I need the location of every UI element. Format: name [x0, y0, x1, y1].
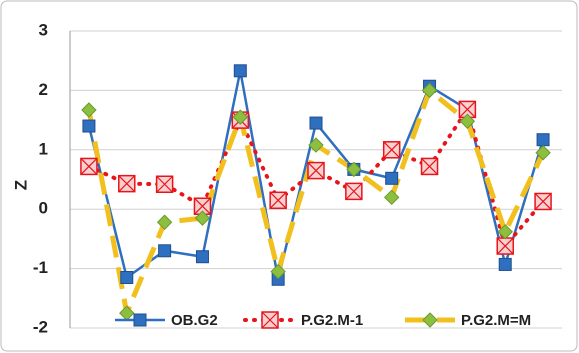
marker [232, 109, 249, 125]
y-tick-label: 0 [39, 199, 48, 218]
marker [82, 119, 96, 133]
marker-cross [307, 162, 325, 180]
marker [382, 141, 401, 159]
y-tick-label: 2 [39, 80, 48, 99]
marker [309, 116, 323, 130]
marker [385, 171, 399, 185]
marker [195, 250, 209, 264]
y-tick-label: 3 [39, 20, 48, 39]
legend-label: OB.G2 [171, 312, 218, 329]
y-axis-label: Z [11, 180, 30, 190]
marker [80, 157, 98, 176]
marker [270, 263, 286, 280]
legend-marker [261, 311, 279, 329]
marker [345, 182, 363, 201]
marker [81, 102, 97, 118]
marker [269, 191, 287, 210]
marker [535, 145, 551, 161]
marker [497, 224, 513, 240]
marker-cross [534, 193, 552, 210]
marker [156, 214, 173, 230]
marker-cross [383, 141, 401, 159]
marker [120, 271, 134, 285]
marker [158, 244, 172, 258]
marker [307, 161, 325, 180]
legend-label: P.G2.M=M [461, 312, 531, 329]
marker [233, 64, 247, 78]
marker-cross [496, 237, 514, 255]
marker-cross [156, 175, 174, 193]
marker [420, 157, 439, 176]
marker [155, 175, 174, 194]
marker [308, 137, 324, 153]
marker [383, 189, 400, 206]
marker [534, 192, 552, 211]
marker-cross [118, 175, 136, 193]
marker [421, 82, 438, 99]
y-tick-label: -1 [33, 258, 48, 277]
marker [536, 133, 550, 147]
legend-marker [422, 312, 438, 328]
marker-cross [458, 100, 476, 118]
legend-marker [133, 313, 147, 327]
marker-cross [80, 158, 98, 175]
marker [496, 237, 514, 255]
marker [458, 100, 477, 119]
marker-cross [269, 191, 287, 209]
marker [118, 174, 136, 193]
marker [194, 210, 211, 226]
marker [346, 161, 362, 178]
y-tick-label: 1 [39, 139, 48, 158]
legend: OB.G2 P.G2.M-1 P.G2.M=M [115, 311, 531, 329]
marker [459, 113, 476, 129]
marker-cross [345, 182, 363, 200]
y-tick-label: -2 [33, 317, 48, 336]
marker [498, 257, 512, 271]
marker-cross [421, 158, 438, 175]
legend-label: P.G2.M-1 [301, 312, 363, 329]
marker-cross [194, 197, 211, 215]
marker-cross [261, 311, 279, 329]
